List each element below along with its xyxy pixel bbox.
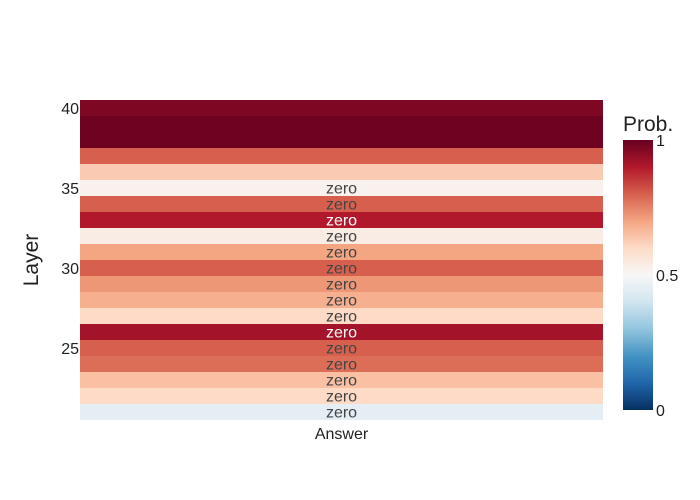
x-tick-label: Answer: [315, 426, 369, 443]
y-axis-title: Layer: [20, 234, 43, 287]
heatmap-cell-layer-38: [80, 132, 603, 148]
heatmap-cell-layer-23: [80, 372, 603, 388]
cell-label-layer-23: zero: [326, 373, 357, 390]
cell-label-layer-32: zero: [326, 229, 357, 246]
heatmap-cell-layer-27: [80, 308, 603, 324]
colorbar-tick-label: 1: [656, 133, 665, 150]
colorbar-gradient: [623, 140, 653, 410]
colorbar-title: Prob.: [623, 113, 673, 136]
heatmap-cell-layer-29: [80, 276, 603, 292]
colorbar-tick-label: 0.5: [656, 268, 678, 285]
heatmap-cell-layer-26: [80, 324, 603, 340]
y-tick-label: 25: [61, 341, 79, 358]
y-tick-label: 30: [61, 261, 79, 278]
heatmap-cell-layer-34: [80, 196, 603, 212]
heatmap-cell-labels: zerozerozerozerozerozerozerozerozerozero…: [326, 181, 357, 422]
cell-label-layer-24: zero: [326, 357, 357, 374]
heatmap-cells: [80, 100, 603, 420]
heatmap-cell-layer-32: [80, 228, 603, 244]
heatmap-cell-layer-24: [80, 356, 603, 372]
y-tick-label: 40: [61, 101, 79, 118]
heatmap-cell-layer-37: [80, 148, 603, 164]
heatmap-cell-layer-28: [80, 292, 603, 308]
heatmap-cell-layer-33: [80, 212, 603, 228]
cell-label-layer-28: zero: [326, 293, 357, 310]
cell-label-layer-22: zero: [326, 389, 357, 406]
heatmap-cell-layer-21: [80, 404, 603, 420]
cell-label-layer-33: zero: [326, 213, 357, 230]
heatmap-cell-layer-25: [80, 340, 603, 356]
heatmap-cell-layer-31: [80, 244, 603, 260]
cell-label-layer-35: zero: [326, 181, 357, 198]
cell-label-layer-26: zero: [326, 325, 357, 342]
heatmap-cell-layer-22: [80, 388, 603, 404]
cell-label-layer-31: zero: [326, 245, 357, 262]
cell-label-layer-34: zero: [326, 197, 357, 214]
cell-label-layer-25: zero: [326, 341, 357, 358]
y-tick-label: 35: [61, 181, 79, 198]
colorbar-ticks: 00.51: [656, 133, 678, 420]
cell-label-layer-29: zero: [326, 277, 357, 294]
colorbar-tick-label: 0: [656, 403, 665, 420]
cell-label-layer-30: zero: [326, 261, 357, 278]
cell-label-layer-21: zero: [326, 405, 357, 422]
y-axis-ticks: 25 30 35 40: [61, 101, 79, 358]
heatmap-cell-layer-40: [80, 100, 603, 116]
x-axis-ticks: Answer: [315, 426, 369, 443]
heatmap-cell-layer-39: [80, 116, 603, 132]
heatmap-cell-layer-35: [80, 180, 603, 196]
heatmap-cell-layer-36: [80, 164, 603, 180]
cell-label-layer-27: zero: [326, 309, 357, 326]
colorbar: Prob. 00.51: [623, 113, 678, 420]
heatmap-cell-layer-30: [80, 260, 603, 276]
